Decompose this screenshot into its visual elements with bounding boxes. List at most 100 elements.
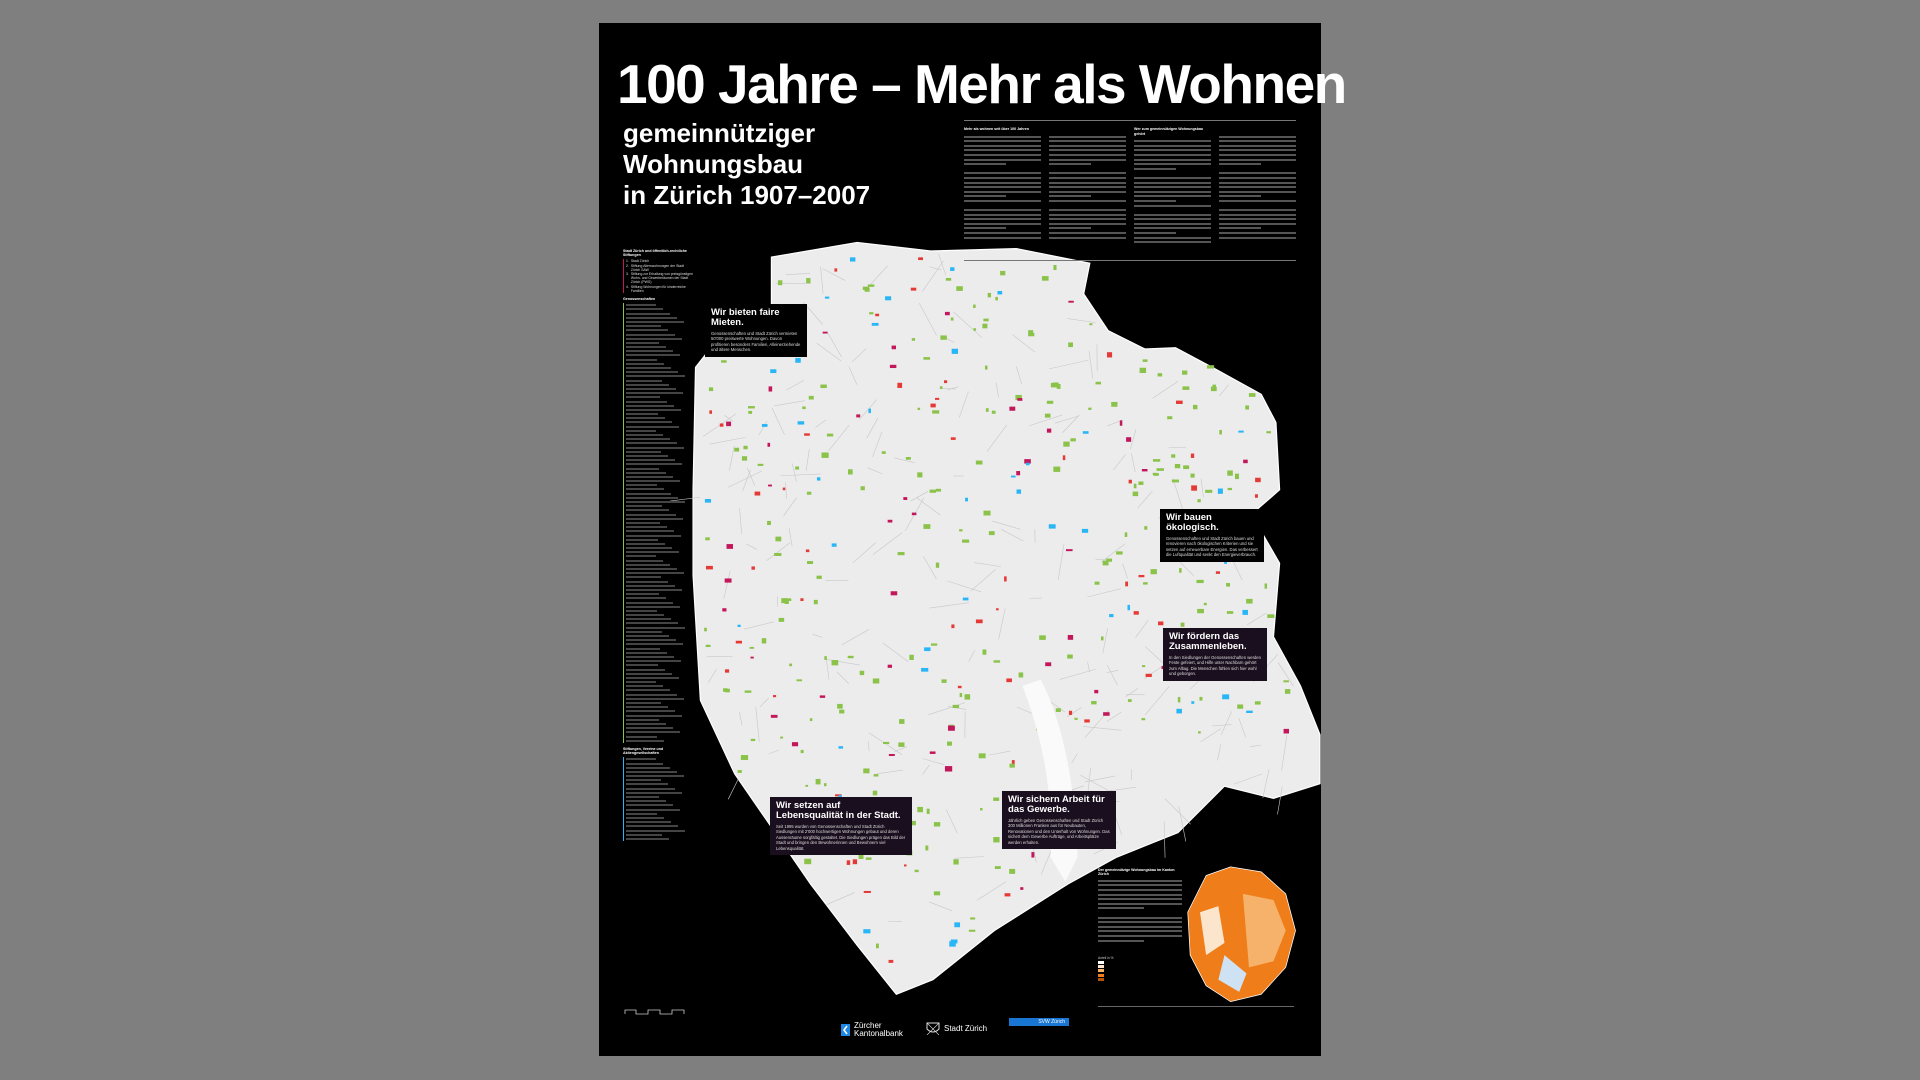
street — [894, 457, 915, 464]
housing-estate — [802, 406, 806, 410]
street — [938, 253, 947, 276]
logo-text: Zürcher — [854, 1021, 882, 1030]
street — [766, 542, 791, 561]
housing-estate — [914, 869, 919, 873]
housing-estate — [808, 395, 814, 400]
street — [746, 467, 756, 486]
legend-item — [623, 567, 693, 572]
text-line — [964, 232, 1041, 235]
housing-estate — [1016, 489, 1022, 494]
housing-estate — [725, 688, 730, 693]
housing-estate — [1210, 386, 1217, 392]
street — [1164, 798, 1191, 825]
housing-estate — [993, 660, 1001, 663]
housing-estate — [903, 497, 908, 500]
text-line — [964, 135, 1041, 138]
text-line — [1219, 209, 1296, 212]
legend-item — [623, 374, 693, 379]
housing-estate — [930, 643, 938, 646]
housing-estate — [1266, 431, 1272, 434]
text-line — [1049, 135, 1126, 138]
text-line — [1219, 232, 1296, 235]
street — [785, 482, 787, 500]
housing-estate — [761, 638, 767, 644]
street — [822, 268, 846, 281]
housing-estate — [984, 365, 988, 370]
street — [867, 467, 883, 475]
legend-item — [623, 386, 693, 392]
housing-estate — [737, 770, 742, 773]
street — [812, 633, 823, 638]
legend-item — [623, 782, 693, 787]
text-line — [1049, 158, 1126, 161]
housing-estate — [1191, 701, 1195, 704]
street — [768, 749, 779, 755]
legend-item — [623, 757, 693, 762]
street — [709, 437, 746, 445]
legend-item — [623, 613, 693, 618]
housing-estate — [935, 397, 940, 400]
text-line — [1098, 879, 1182, 882]
street — [1050, 701, 1066, 713]
svw-logo: SVW Zürich — [1009, 1018, 1069, 1026]
housing-estate — [885, 296, 892, 301]
housing-estate — [911, 338, 916, 341]
callout-text: Jährlich geben Genossenschaften und Stad… — [1008, 818, 1110, 845]
housing-estate — [1205, 489, 1213, 493]
legend-item — [623, 516, 693, 521]
street — [1087, 767, 1092, 791]
housing-estate — [940, 335, 947, 340]
housing-estate — [991, 410, 996, 414]
street — [1277, 662, 1294, 687]
legend-item — [623, 361, 693, 367]
housing-estate — [774, 552, 782, 556]
housing-estate — [705, 565, 713, 570]
housing-estate — [834, 268, 838, 272]
housing-estate — [723, 688, 728, 692]
legend-item — [623, 803, 693, 808]
housing-estate — [1068, 710, 1073, 715]
housing-estate — [1284, 689, 1291, 694]
legend-item — [623, 416, 693, 421]
text-line — [964, 199, 1041, 202]
text-line — [1049, 213, 1126, 216]
housing-estate — [1142, 359, 1148, 362]
street — [785, 273, 811, 275]
text-line — [1134, 209, 1211, 211]
street — [910, 491, 929, 502]
legend-item — [623, 642, 693, 647]
intro-text: Mehr als wohnen seit über 100 Jahren Wer… — [964, 120, 1296, 262]
housing-estate — [935, 488, 942, 492]
housing-estate — [909, 654, 914, 660]
street — [876, 769, 903, 775]
housing-estate — [888, 753, 895, 757]
legend-item — [623, 820, 693, 825]
legend-item — [623, 474, 693, 480]
housing-estate — [1255, 477, 1261, 483]
legend-item — [623, 487, 693, 492]
legend-item — [623, 349, 693, 354]
text-line — [1049, 205, 1126, 207]
text-line — [964, 163, 1007, 166]
poster-subtitle: gemeinnütziger Wohnungsbau in Zürich 190… — [623, 118, 870, 211]
legend-item — [623, 709, 693, 714]
housing-estate — [1053, 382, 1059, 386]
legend-item — [623, 449, 693, 454]
legend-item — [623, 765, 693, 770]
street — [947, 580, 982, 593]
housing-estate — [904, 864, 907, 867]
street — [816, 342, 842, 362]
housing-estate — [1127, 699, 1132, 702]
street — [968, 650, 976, 662]
zkb-icon — [841, 1024, 850, 1036]
text-line — [964, 218, 1041, 221]
housing-estate — [744, 690, 752, 693]
legend-item — [623, 303, 693, 308]
text-line — [964, 140, 1041, 143]
street — [1071, 753, 1078, 763]
housing-estate — [757, 463, 764, 466]
text-line — [964, 158, 1041, 161]
housing-estate — [950, 267, 955, 271]
inset-canton-map — [1187, 866, 1296, 1003]
housing-estate — [941, 679, 947, 683]
